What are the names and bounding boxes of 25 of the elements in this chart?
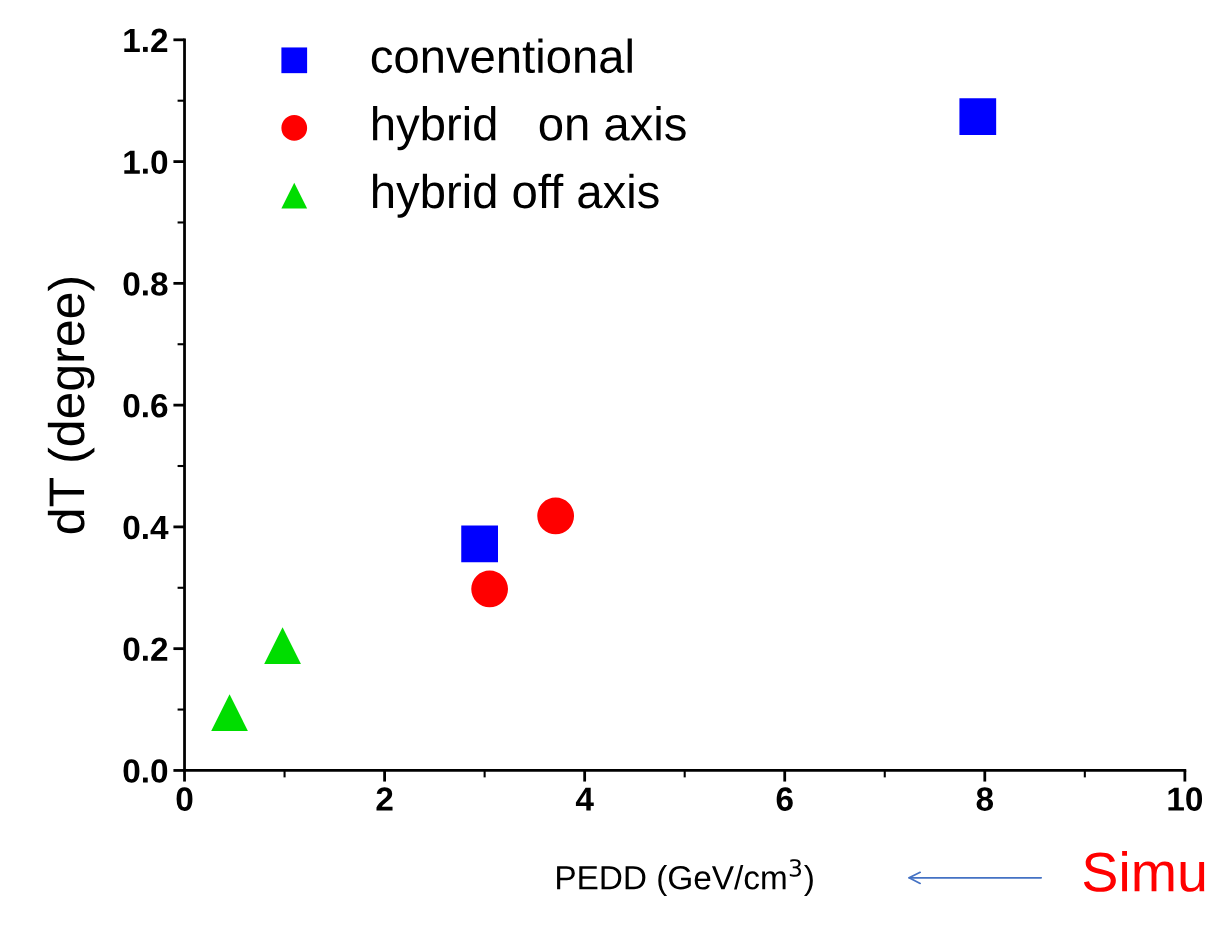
- legend-label: conventional: [371, 38, 632, 74]
- legend-label: hybrid off axis: [373, 173, 659, 218]
- point: [471, 570, 508, 608]
- y-tick-label: 0.0: [123, 759, 168, 783]
- point: [461, 525, 498, 563]
- point: [211, 694, 248, 731]
- y-tick-label: 1.0: [124, 150, 168, 174]
- text: Simu: [1083, 851, 1205, 892]
- y-tick-label: 0.2: [123, 637, 168, 662]
- x-tick-label: 0: [176, 787, 193, 811]
- y-tick-label: 0.8: [123, 272, 168, 296]
- y-axis-title: dT (degree): [47, 278, 95, 534]
- x-tick-label: 2: [376, 787, 393, 811]
- point: [264, 627, 301, 664]
- y-tick-label: 0.4: [123, 515, 169, 540]
- point: [537, 497, 575, 535]
- x-tick-label: 10: [1168, 787, 1203, 811]
- legend-label: hybrid on axis: [373, 106, 686, 151]
- point: [959, 98, 997, 135]
- x-tick-label: 4: [575, 787, 594, 811]
- y-tick-label: 1.2: [124, 28, 168, 52]
- x-tick-label: 6: [776, 787, 793, 811]
- x-tick-label: 8: [976, 787, 994, 811]
- x-axis-title: PEDD (GeV/cm$^{3}$): [557, 859, 813, 897]
- y-tick-label: 0.6: [123, 393, 168, 418]
